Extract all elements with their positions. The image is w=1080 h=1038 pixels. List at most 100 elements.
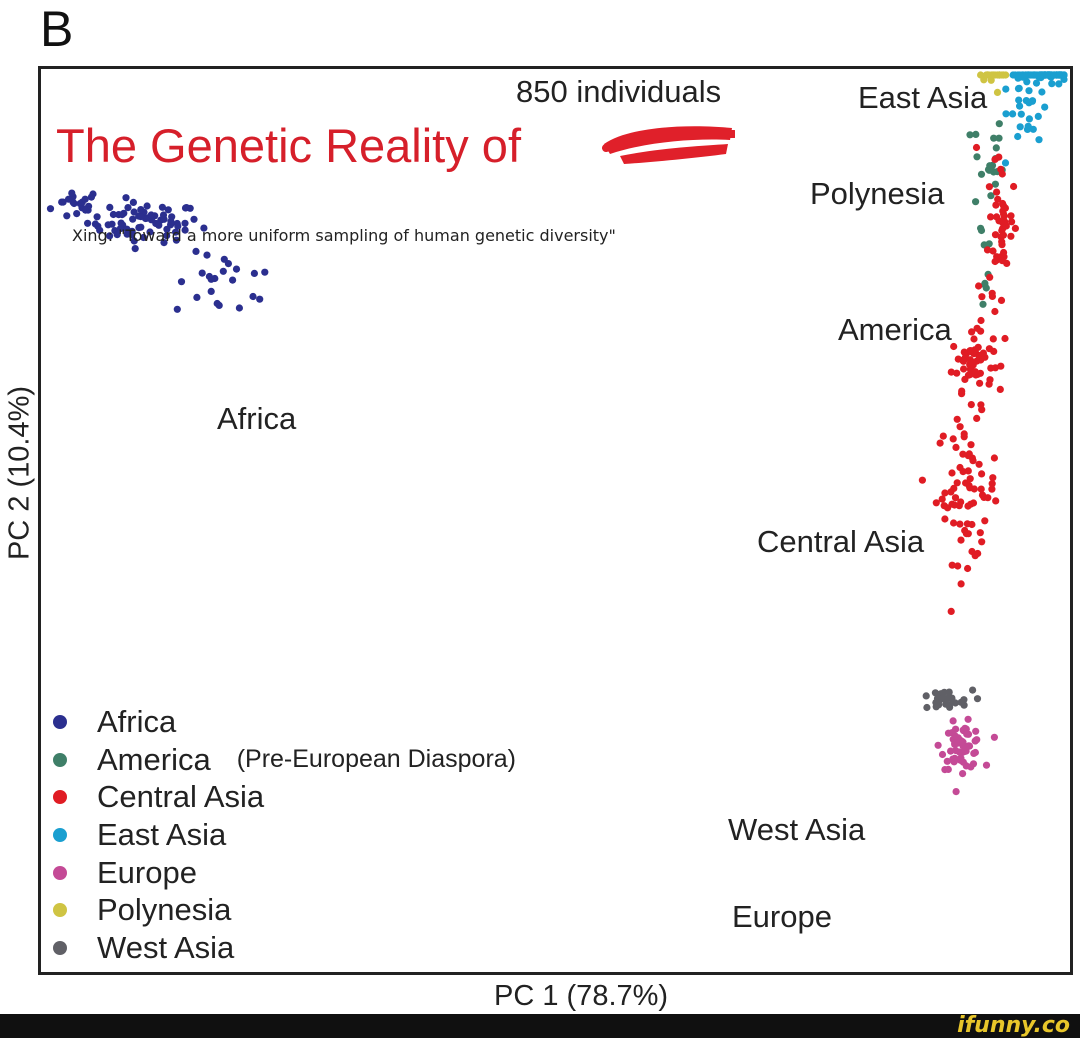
legend-dot [53, 714, 67, 729]
point-africa [261, 268, 269, 276]
point-central-asia [1007, 232, 1015, 240]
point-africa [106, 203, 114, 211]
point-central-asia [951, 494, 960, 502]
point-east-asia [1038, 88, 1046, 96]
point-central-asia [970, 335, 978, 343]
x-axis-label: PC 1 (78.7%) [494, 980, 669, 1012]
legend-item-west-asia: West Asia [50, 929, 516, 967]
point-east-asia [1023, 125, 1032, 133]
legend-item-africa: Africa [50, 703, 516, 741]
point-central-asia [983, 246, 992, 254]
point-africa [174, 222, 182, 230]
point-africa [224, 260, 232, 268]
point-central-asia [938, 495, 946, 503]
point-central-asia [976, 529, 984, 537]
cluster-label-america: America [838, 312, 952, 347]
point-africa [172, 228, 180, 236]
point-central-asia [964, 467, 972, 475]
point-central-asia [978, 293, 986, 301]
point-africa [139, 233, 148, 242]
point-africa [91, 220, 99, 228]
point-africa [46, 205, 55, 213]
point-central-asia [978, 470, 986, 478]
point-europe [967, 763, 975, 771]
point-africa [130, 237, 138, 245]
point-europe [965, 742, 974, 750]
point-europe [963, 730, 971, 738]
point-central-asia [976, 379, 984, 387]
point-central-asia [1008, 218, 1016, 226]
point-east-asia [1035, 136, 1043, 144]
point-africa [63, 212, 71, 220]
point-central-asia [965, 481, 973, 490]
point-central-asia [965, 450, 973, 458]
point-central-asia [953, 479, 961, 487]
point-polynesia [999, 71, 1007, 79]
point-central-asia [957, 580, 965, 588]
point-america [995, 134, 1003, 142]
point-africa [81, 195, 89, 203]
point-africa [137, 213, 145, 221]
cluster-label-europe: Europe [732, 899, 832, 934]
point-africa [143, 202, 151, 210]
point-central-asia [992, 497, 1000, 505]
point-central-asia [941, 489, 949, 497]
point-central-asia [948, 561, 956, 569]
point-polynesia [990, 71, 998, 79]
point-central-asia [936, 439, 944, 447]
legend-item-europe: Europe [50, 854, 516, 892]
plot-frame [38, 66, 1073, 975]
point-central-asia [960, 365, 968, 373]
point-africa [122, 194, 130, 202]
point-central-asia [989, 474, 997, 482]
point-africa [155, 221, 163, 229]
point-central-asia [997, 362, 1005, 370]
point-central-asia [958, 390, 966, 398]
point-america [966, 131, 974, 139]
point-central-asia [999, 231, 1008, 239]
point-east-asia [1036, 71, 1044, 79]
point-africa [232, 265, 241, 273]
legend-label: America [97, 741, 211, 777]
point-europe [944, 765, 952, 774]
point-central-asia [1011, 224, 1020, 232]
legend-item-polynesia: Polynesia [50, 891, 516, 929]
point-central-asia [956, 520, 964, 528]
point-central-asia [939, 432, 947, 440]
point-central-asia [991, 257, 999, 266]
point-america [977, 170, 986, 178]
point-africa [181, 219, 189, 227]
point-africa [118, 211, 126, 219]
point-central-asia [1010, 182, 1018, 191]
point-europe [959, 738, 967, 746]
point-central-asia [968, 328, 976, 336]
point-east-asia [1028, 97, 1036, 105]
point-central-asia [960, 433, 968, 441]
legend-dot [53, 827, 67, 842]
point-central-asia [952, 443, 960, 451]
point-africa [249, 292, 257, 301]
redaction-scribble [602, 126, 735, 164]
point-central-asia [950, 519, 958, 527]
point-europe [938, 750, 947, 759]
legend-label: Europe [97, 854, 197, 890]
point-africa [200, 224, 208, 232]
legend-item-america: America (Pre-European Diaspora) [50, 741, 516, 779]
point-central-asia [966, 347, 974, 355]
point-africa [87, 193, 95, 201]
point-africa [164, 206, 172, 214]
point-east-asia [1048, 80, 1056, 88]
point-africa [173, 305, 181, 313]
legend-label: East Asia [97, 816, 227, 852]
point-africa [198, 269, 206, 277]
point-central-asia [970, 485, 978, 493]
point-central-asia [977, 485, 985, 493]
point-africa [215, 301, 223, 309]
chart-caption: Xing: "Toward a more uniform sampling of… [72, 226, 616, 245]
point-central-asia [932, 499, 940, 507]
point-east-asia [1015, 84, 1023, 92]
point-west-asia [922, 692, 930, 700]
point-africa [190, 215, 198, 223]
point-europe [957, 754, 965, 762]
point-europe [948, 729, 956, 737]
